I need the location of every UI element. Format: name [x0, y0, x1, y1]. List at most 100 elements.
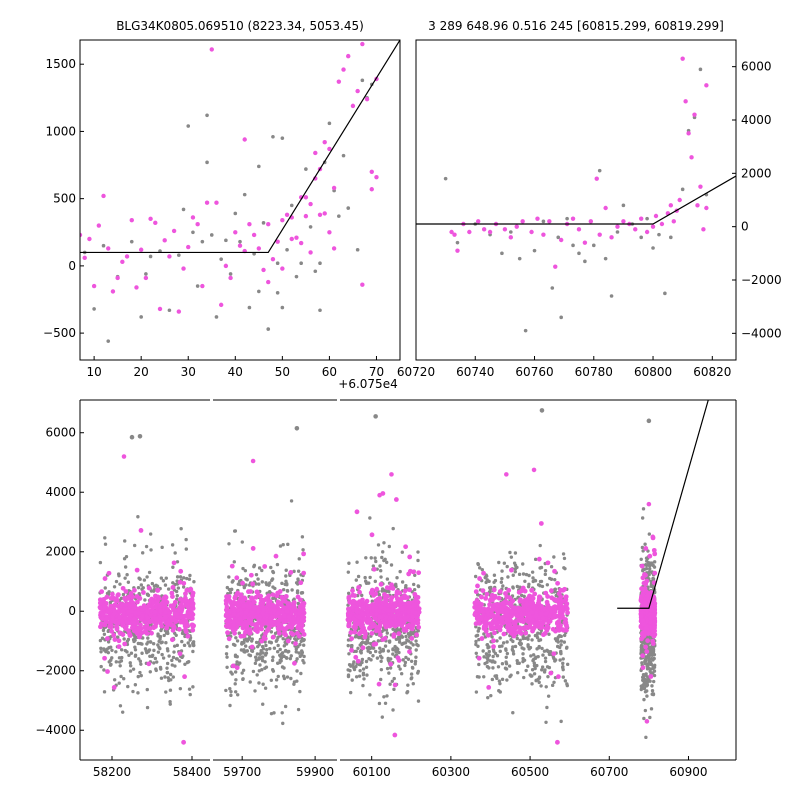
pink-point	[308, 201, 313, 207]
gray-point	[403, 660, 408, 665]
pink-point	[147, 626, 153, 632]
gray-point	[225, 655, 229, 659]
gray-point	[491, 666, 495, 670]
pink-point	[506, 587, 512, 593]
pink-point	[134, 594, 140, 599]
pink-point	[519, 617, 525, 622]
gray-point	[669, 235, 673, 240]
pink-point	[275, 610, 281, 616]
gray-point	[531, 653, 536, 657]
pink-point	[134, 285, 139, 290]
gray-point	[376, 543, 381, 547]
gray-point	[487, 649, 491, 654]
gray-point	[313, 269, 318, 274]
pink-point	[354, 609, 360, 615]
pink-point	[214, 200, 219, 205]
gray-point	[522, 675, 526, 680]
gray-point	[302, 654, 306, 659]
gray-point	[274, 639, 279, 643]
gray-point	[264, 665, 269, 669]
gray-point	[103, 542, 108, 546]
pink-point	[177, 596, 183, 602]
pink-point	[141, 590, 146, 595]
pink-point	[369, 169, 374, 174]
gray-point	[267, 640, 272, 644]
gray-point	[561, 675, 565, 679]
gray-point	[374, 559, 378, 564]
gray-point	[543, 656, 548, 660]
gray-point	[382, 558, 386, 563]
model-line	[416, 175, 736, 225]
gray-point	[394, 582, 398, 586]
gray-point	[165, 666, 169, 670]
gray-point	[247, 305, 252, 310]
pink-point	[497, 589, 503, 594]
gray-point	[363, 575, 367, 580]
gray-point	[640, 640, 644, 644]
pink-point	[481, 570, 486, 576]
gray-point	[268, 646, 272, 651]
gray-point	[378, 564, 382, 568]
gray-point	[518, 642, 523, 647]
pink-point	[360, 645, 366, 651]
pink-point	[163, 614, 169, 620]
gray-point	[123, 539, 127, 543]
pink-point	[376, 681, 382, 687]
pink-point	[122, 595, 128, 601]
gray-point	[228, 272, 233, 276]
gray-point	[175, 560, 180, 564]
pink-point	[104, 636, 110, 641]
gray-point	[227, 542, 231, 546]
gray-point	[131, 667, 136, 671]
gray-point	[508, 550, 512, 555]
gray-point	[518, 585, 522, 589]
gray-point	[228, 590, 233, 595]
pink-point	[510, 598, 516, 604]
gray-point	[280, 665, 285, 669]
pink-point	[153, 220, 158, 226]
gray-point	[271, 596, 275, 601]
gray-point	[473, 574, 478, 579]
gray-point	[490, 677, 495, 682]
gray-point	[373, 579, 377, 584]
gray-point	[489, 693, 493, 698]
gray-point	[147, 648, 152, 652]
gray-point	[365, 646, 370, 650]
gray-point	[495, 639, 499, 643]
gray-point	[383, 701, 388, 705]
gray-point	[542, 649, 547, 653]
pink-point	[380, 637, 386, 643]
gray-point	[295, 590, 300, 595]
gray-point	[530, 668, 535, 672]
x-tick-label: 70	[369, 365, 384, 379]
gray-point	[110, 648, 114, 653]
y-tick-label: 4000	[741, 113, 772, 127]
pink-point	[544, 627, 550, 633]
gray-point	[296, 569, 301, 573]
gray-point	[361, 673, 366, 677]
gray-point	[284, 648, 288, 653]
gray-point	[353, 635, 358, 639]
gray-point	[396, 637, 401, 641]
gray-point	[177, 253, 181, 257]
gray-point	[498, 681, 502, 686]
gray-point	[497, 560, 501, 565]
gray-point	[108, 663, 113, 667]
pink-point	[129, 217, 134, 223]
gray-point	[261, 702, 265, 706]
gray-point	[269, 565, 273, 570]
gray-point	[540, 646, 544, 651]
pink-point	[105, 669, 110, 674]
gray-point	[170, 663, 175, 667]
gray-point	[136, 515, 140, 519]
gray-point	[382, 588, 386, 592]
pink-point	[104, 616, 110, 622]
pink-point	[391, 632, 397, 637]
gray-point	[269, 630, 274, 634]
pink-point	[355, 658, 361, 664]
gray-point	[281, 637, 285, 641]
gray-point	[405, 638, 409, 642]
pink-point	[322, 139, 327, 145]
pink-point	[158, 608, 163, 614]
gray-point	[407, 633, 412, 637]
